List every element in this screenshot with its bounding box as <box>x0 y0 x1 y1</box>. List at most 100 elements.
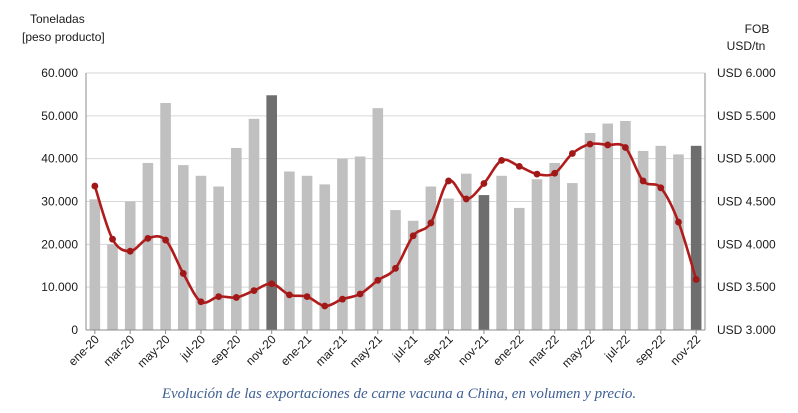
volume-bars <box>89 95 702 331</box>
left-tick-label: 0 <box>71 323 78 337</box>
x-tick-label: nov-21 <box>455 332 491 368</box>
left-axis-title-line2: [peso producto] <box>22 30 105 44</box>
price-point-sep-20 <box>232 294 240 301</box>
bar-may-20 <box>160 102 171 330</box>
bar-dic-20 <box>284 171 295 330</box>
price-point-jun-22 <box>604 141 612 149</box>
left-axis-title-line1: Toneladas <box>30 12 85 26</box>
left-tick-label: 30.000 <box>41 195 78 209</box>
x-tick-label: may-21 <box>347 332 385 370</box>
price-point-feb-22 <box>533 170 541 178</box>
left-tick-label: 60.000 <box>41 66 78 80</box>
bar-oct-20 <box>248 118 260 330</box>
bar-abr-22 <box>567 183 578 330</box>
bar-mar-21 <box>337 158 348 330</box>
bar-may-22 <box>584 132 596 330</box>
x-tick-label: mar-22 <box>525 332 562 369</box>
bar-jun-22 <box>602 123 614 330</box>
price-point-abr-22 <box>568 150 576 157</box>
price-point-may-20 <box>162 236 169 244</box>
price-point-mar-22 <box>551 169 559 177</box>
price-point-abr-21 <box>356 290 364 298</box>
bar-sep-22 <box>655 145 667 330</box>
bar-jul-20 <box>195 175 207 330</box>
bar-abr-20 <box>142 162 154 330</box>
x-tick-label: jul-22 <box>601 332 633 364</box>
price-point-jul-21 <box>409 232 417 240</box>
bar-feb-20 <box>107 244 118 330</box>
bar-ene-21 <box>301 175 313 330</box>
left-tick-label: 50.000 <box>41 109 78 123</box>
price-point-ago-21 <box>427 219 435 227</box>
x-tick-label: sep-20 <box>208 332 244 368</box>
bar-jul-21 <box>407 220 419 330</box>
price-point-oct-20 <box>250 287 258 294</box>
bar-sep-20 <box>231 147 242 330</box>
price-point-nov-20 <box>268 280 276 288</box>
x-tick-label: nov-22 <box>667 332 703 368</box>
bar-nov-22 <box>690 145 702 330</box>
bar-sep-21 <box>443 198 454 330</box>
price-point-jul-22 <box>622 144 629 151</box>
x-tick-label: mar-21 <box>313 332 350 369</box>
right-axis-ticks: USD 3.000 USD 3.500 USD 4.000 USD 4.500 USD … <box>717 66 776 337</box>
bar-dic-21 <box>496 175 507 330</box>
gridlines <box>86 72 705 288</box>
right-tick-label: USD 4.000 <box>717 237 776 251</box>
price-point-jun-20 <box>179 270 187 277</box>
bar-ene-22 <box>513 207 525 330</box>
price-point-oct-21 <box>462 195 470 203</box>
x-tick-label: jul-20 <box>177 332 209 364</box>
bar-ago-22 <box>637 150 649 330</box>
x-tick-label: ene-21 <box>278 332 315 369</box>
bar-mar-22 <box>549 162 560 330</box>
right-tick-label: USD 3.000 <box>717 323 776 337</box>
bar-feb-22 <box>531 179 543 330</box>
chart-caption: Evolución de las exportaciones de carne … <box>161 386 637 402</box>
price-point-ago-20 <box>215 293 223 300</box>
price-point-abr-20 <box>144 234 152 242</box>
x-tick-label: mar-20 <box>101 332 138 369</box>
x-tick-label: jul-21 <box>389 332 421 364</box>
x-tick-label: ene-22 <box>490 332 527 369</box>
price-point-sep-22 <box>657 184 665 192</box>
right-tick-label: USD 4.500 <box>717 195 776 209</box>
right-axis-title-line1: FOB <box>745 22 770 36</box>
bar-ago-21 <box>425 186 437 330</box>
x-tick-label: nov-20 <box>243 332 279 368</box>
price-point-ene-22 <box>515 162 523 170</box>
right-tick-label: USD 3.500 <box>717 280 776 294</box>
price-point-ene-21 <box>303 293 311 300</box>
chart: Toneladas [peso producto] FOB USD/tn 0 10… <box>22 12 776 370</box>
right-tick-label: USD 5.500 <box>717 109 776 123</box>
price-markers <box>91 140 700 310</box>
right-tick-label: USD 6.000 <box>717 66 776 80</box>
bar-mar-20 <box>124 201 136 330</box>
price-point-jun-21 <box>392 264 399 272</box>
bar-ago-20 <box>213 186 224 330</box>
bar-nov-20 <box>266 95 277 331</box>
bar-oct-22 <box>673 154 684 330</box>
price-point-nov-21 <box>480 180 488 187</box>
bar-feb-21 <box>319 184 331 330</box>
bar-jul-22 <box>620 120 631 330</box>
bar-ene-20 <box>89 199 101 330</box>
price-point-mar-20 <box>126 247 134 255</box>
price-point-may-21 <box>374 276 382 284</box>
price-point-ene-20 <box>91 182 99 190</box>
x-tick-label: may-20 <box>135 332 173 370</box>
price-point-mar-21 <box>339 295 346 303</box>
x-tick-label: sep-22 <box>632 332 668 368</box>
left-axis-ticks: 0 10.000 20.000 30.000 40.000 50.000 60.000 <box>41 66 78 337</box>
price-point-feb-20 <box>109 235 116 243</box>
x-tick-label: may-22 <box>559 332 597 370</box>
bar-jun-20 <box>177 165 189 330</box>
right-tick-label: USD 5.000 <box>717 152 776 166</box>
x-tick-label: ene-20 <box>66 332 103 369</box>
bar-may-21 <box>372 108 384 331</box>
bar-nov-21 <box>478 195 490 330</box>
left-tick-label: 20.000 <box>41 237 78 251</box>
right-axis-title-line2: USD/tn <box>727 39 766 53</box>
bar-oct-21 <box>460 173 472 330</box>
x-tick-label: sep-21 <box>420 332 456 368</box>
